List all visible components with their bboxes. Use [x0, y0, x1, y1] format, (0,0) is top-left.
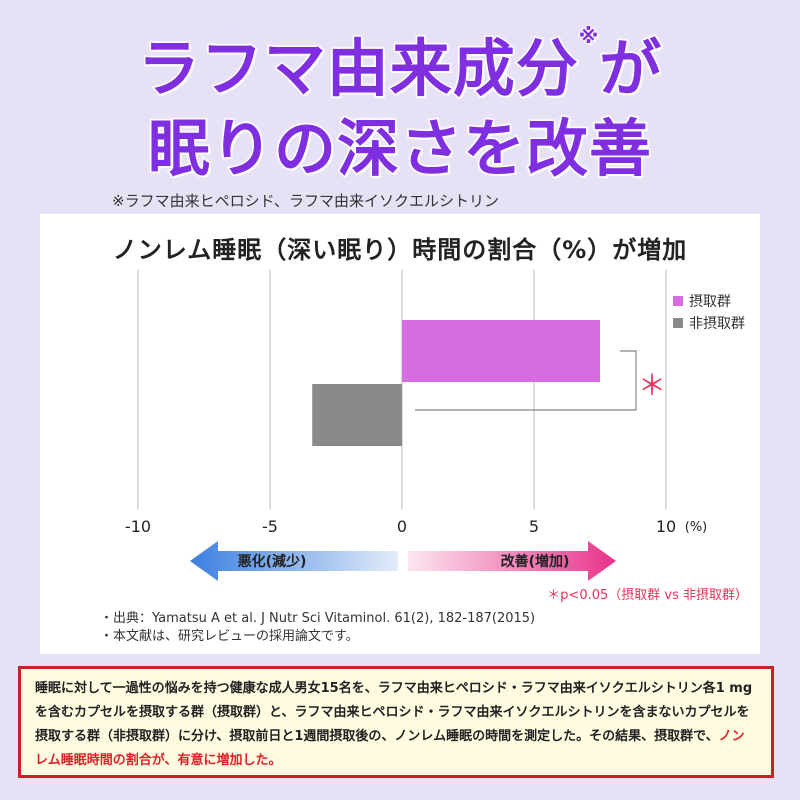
- headline-line2: 眠りの深さを改善: [146, 111, 652, 187]
- arrow-decrease-label: 悪化(減少): [238, 553, 307, 570]
- headline-line1: ラフマ由来成分※が: [136, 24, 663, 107]
- legend-swatch: [673, 296, 683, 306]
- legend-label: 摂取群: [689, 294, 731, 310]
- study-highlight: ノンレム睡眠時間の割合が、有意に増加した。: [35, 729, 745, 768]
- x-tick-label: 5: [529, 517, 539, 536]
- arrow-increase-label: 改善(増加): [501, 553, 570, 570]
- arrow-decrease: [190, 541, 398, 581]
- arrow-increase: [408, 541, 616, 581]
- x-tick-label: -5: [262, 517, 278, 536]
- legend-label: 非摂取群: [689, 316, 745, 332]
- legend-swatch: [673, 318, 683, 328]
- footnote-mark: ※: [578, 24, 600, 49]
- study-description: 睡眠に対して一過性の悩みを持つ健康な成人男女15名を、ラフマ由来ヒペロシド・ラフ…: [18, 666, 774, 778]
- p-value-note: ＊p<0.05（摂取群 vs 非摂取群）: [547, 588, 748, 603]
- x-tick-label: -10: [125, 517, 151, 536]
- chart-title: ノンレム睡眠（深い眠り）時間の割合（%）が増加: [112, 236, 688, 264]
- significance-bracket: [415, 350, 637, 411]
- x-tick-label: 0: [397, 517, 407, 536]
- chart-panel: ノンレム睡眠（深い眠り）時間の割合（%）が増加 -10 -5 0 5 10 (%) 悪化(…: [40, 214, 760, 654]
- source-note: ・本文献は、研究レビューの採用論文です。: [100, 629, 359, 644]
- legend: 摂取群 非摂取群: [673, 290, 745, 334]
- legend-item: 非摂取群: [673, 312, 745, 334]
- significance-mark: ＊: [638, 369, 667, 402]
- ingredient-note: ※ラフマ由来ヒペロシド、ラフマ由来イソクエルシトリン: [112, 192, 499, 210]
- bar-intake-group: [402, 320, 600, 382]
- x-tick-label: 10: [656, 517, 676, 536]
- source-citation: ・出典：Yamatsu A et al. J Nutr Sci Vitamino…: [100, 611, 536, 626]
- bar-non-intake-group: [312, 384, 402, 446]
- sources: ・出典：Yamatsu A et al. J Nutr Sci Vitamino…: [100, 610, 535, 646]
- x-unit-label: (%): [685, 520, 708, 535]
- bar-chart: -10 -5 0 5 10 (%) 悪化(減少) 改善(増加): [125, 270, 708, 581]
- study-text: 睡眠に対して一過性の悩みを持つ健康な成人男女15名を、ラフマ由来ヒペロシド・ラフ…: [35, 681, 753, 744]
- legend-item: 摂取群: [673, 290, 745, 312]
